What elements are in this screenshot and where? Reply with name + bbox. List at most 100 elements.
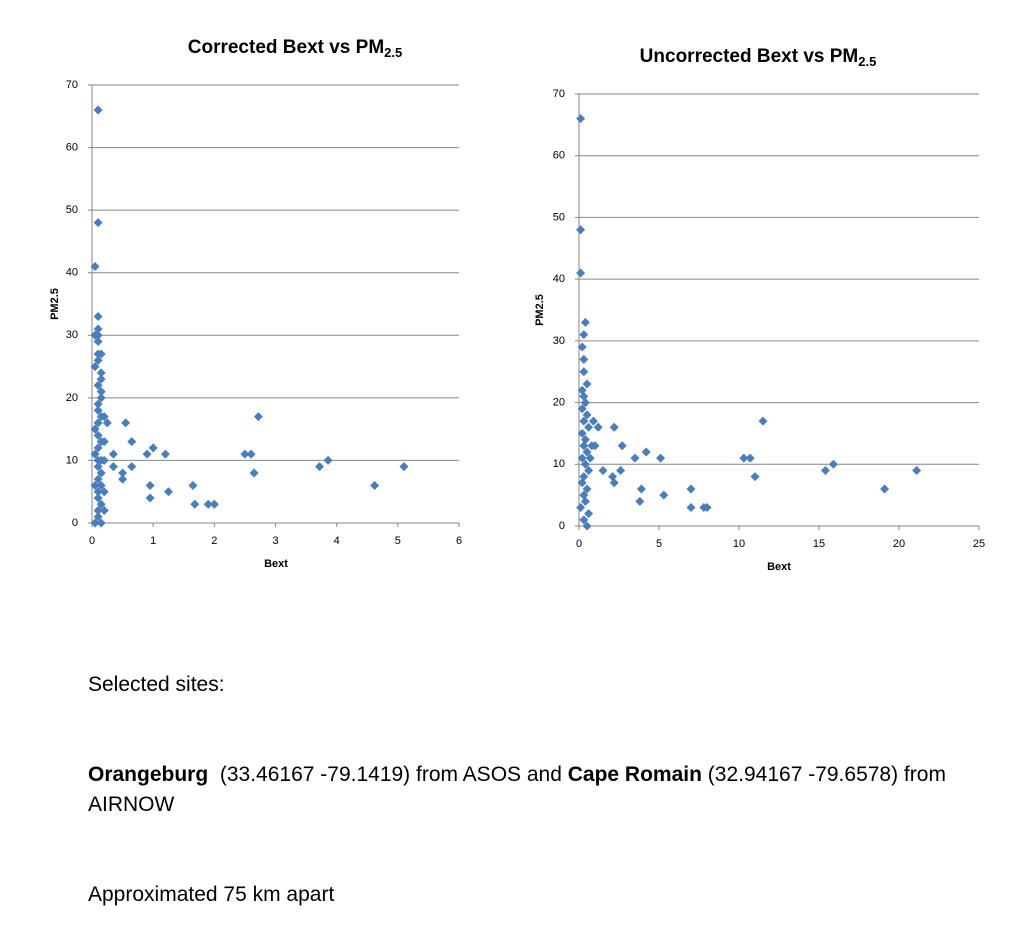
point <box>609 478 619 488</box>
point <box>145 493 155 503</box>
x-tick-label: 1 <box>150 535 156 547</box>
point <box>584 422 594 432</box>
point <box>820 465 830 475</box>
point <box>399 462 409 472</box>
point <box>93 430 103 440</box>
page: Corrected Bext vs PM2.5 0 10 20 30 40 50 60 70 0 1… <box>48 37 986 906</box>
point <box>246 449 256 459</box>
y-tick-label: 0 <box>72 517 78 529</box>
point <box>93 512 103 522</box>
point <box>590 441 600 451</box>
point <box>188 480 198 490</box>
point <box>580 317 590 327</box>
point <box>582 447 592 457</box>
point <box>96 468 106 478</box>
point <box>93 443 103 453</box>
point <box>577 478 587 488</box>
x-tick-label: 0 <box>89 535 95 547</box>
point <box>576 502 586 512</box>
point <box>630 453 640 463</box>
point <box>750 472 760 482</box>
y-tick-label: 50 <box>553 211 565 223</box>
point <box>145 480 155 490</box>
point <box>582 484 592 494</box>
point <box>90 518 100 528</box>
point <box>582 379 592 389</box>
notes-heading: Selected sites: <box>88 673 225 696</box>
point <box>108 462 118 472</box>
point <box>593 422 603 432</box>
point <box>656 453 666 463</box>
y-tick-label: 10 <box>553 458 565 470</box>
y-tick-label: 30 <box>553 335 565 347</box>
point <box>577 385 587 395</box>
point <box>579 367 589 377</box>
y-axis-label: PM2.5 <box>534 294 546 326</box>
point <box>96 393 106 403</box>
x-tick-label: 0 <box>576 538 582 550</box>
point <box>121 418 131 428</box>
point <box>635 496 645 506</box>
point <box>580 496 590 506</box>
point <box>577 428 587 438</box>
chart-title: Uncorrected Bext vs PM2.5 <box>640 46 877 69</box>
y-tick-label: 60 <box>66 141 78 153</box>
point <box>93 312 103 322</box>
point <box>686 484 696 494</box>
point <box>253 412 263 422</box>
point <box>584 465 594 475</box>
point <box>880 484 890 494</box>
point <box>659 490 669 500</box>
point <box>579 441 589 451</box>
chart-title: Corrected Bext vs PM2.5 <box>188 37 402 60</box>
point <box>579 515 589 525</box>
point <box>608 472 618 482</box>
point <box>148 443 158 453</box>
point <box>163 487 173 497</box>
point <box>249 468 259 478</box>
point <box>93 487 103 497</box>
point <box>90 330 100 340</box>
point <box>323 455 333 465</box>
point <box>579 490 589 500</box>
point <box>579 354 589 364</box>
x-tick-label: 25 <box>973 538 985 550</box>
point <box>93 418 103 428</box>
point <box>93 405 103 415</box>
point <box>636 484 646 494</box>
point <box>96 480 106 490</box>
point <box>370 480 380 490</box>
site-text: Orangeburg <box>88 763 209 786</box>
y-tick-label: 70 <box>66 79 78 91</box>
point <box>203 499 213 509</box>
point <box>118 468 128 478</box>
x-tick-label: 4 <box>334 535 340 547</box>
point <box>588 416 598 426</box>
point <box>90 362 100 372</box>
point <box>118 474 128 484</box>
point <box>702 502 712 512</box>
site-text: Cape Romain <box>567 763 702 786</box>
point <box>160 449 170 459</box>
point <box>584 509 594 519</box>
point <box>93 337 103 347</box>
notes-sites: Orangeburg (33.46167 -79.1419) from ASOS… <box>88 760 988 820</box>
point <box>127 462 137 472</box>
point <box>93 355 103 365</box>
point <box>912 465 922 475</box>
title-sub: 2.5 <box>384 45 402 60</box>
point <box>102 418 112 428</box>
x-tick-label: 10 <box>733 538 745 550</box>
title-sub: 2.5 <box>858 54 876 69</box>
x-tick-label: 6 <box>456 535 462 547</box>
y-axis-label: PM2.5 <box>49 288 61 320</box>
point <box>99 412 109 422</box>
point <box>616 465 626 475</box>
x-tick-label: 20 <box>893 538 905 550</box>
point <box>142 449 152 459</box>
point <box>828 459 838 469</box>
point <box>99 487 109 497</box>
point <box>577 404 587 414</box>
y-tick-label: 50 <box>66 204 78 216</box>
point <box>96 499 106 509</box>
